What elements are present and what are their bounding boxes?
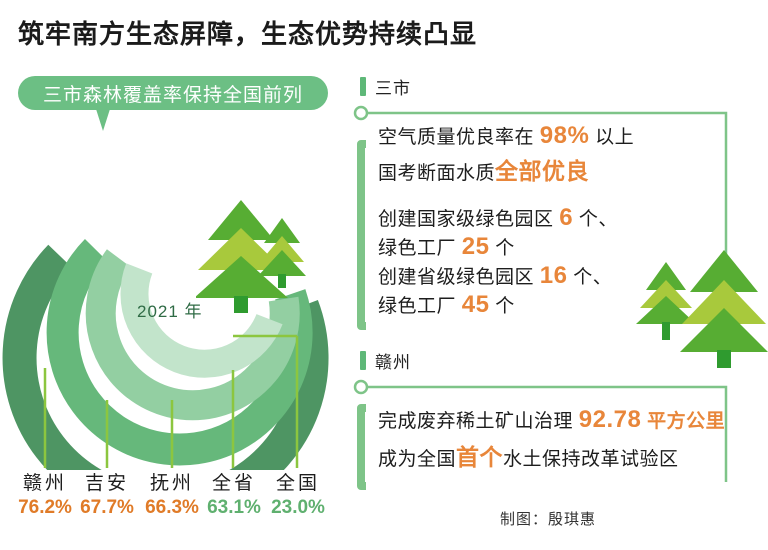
category-name-3: 全省 <box>211 473 256 494</box>
chart-category-2: 抚州 66.3% <box>139 473 205 520</box>
panel-line-province-park-value: 16 <box>539 262 568 289</box>
panel-line-province-park-a: 创建省级绿色园区 <box>378 267 540 288</box>
panel-line-mine: 完成废弃稀土矿山治理 92.78 平方公里 <box>378 406 725 435</box>
panel-line-first-value: 首个 <box>456 444 504 470</box>
section-bracket-ganzhou <box>352 378 752 498</box>
chart-badge-tail <box>96 109 110 131</box>
panel-line-national-factory-a: 绿色工厂 <box>378 238 462 259</box>
panel-line-air-value: 98% <box>539 122 590 149</box>
category-name-4: 全国 <box>275 473 320 494</box>
section-bracket-sanshi <box>352 104 752 344</box>
panel-line-air: 空气质量优良率在 98% 以上 <box>378 122 634 151</box>
page-title: 筑牢南方生态屏障，生态优势持续凸显 <box>18 20 478 49</box>
category-value-3: 63.1% <box>207 497 261 518</box>
arc-ganzhou <box>2 244 329 470</box>
panel-line-province-factory: 绿色工厂 45 个 <box>378 291 515 320</box>
panel-line-national-factory-b: 个 <box>489 238 515 259</box>
category-name-2: 抚州 <box>149 473 194 494</box>
panel-line-first-b: 水土保持改革试验区 <box>503 449 679 470</box>
chart-leader-lines <box>43 334 299 468</box>
category-value-0: 76.2% <box>18 497 72 518</box>
panel-line-water: 国考断面水质全部优良 <box>378 158 589 187</box>
panel-line-province-park-b: 个、 <box>567 267 613 288</box>
category-name-1: 吉安 <box>84 473 129 494</box>
panel-line-province-factory-a: 绿色工厂 <box>378 296 462 317</box>
panel-line-first-a: 成为全国 <box>378 449 457 470</box>
panel-line-water-value: 全部优良 <box>495 158 590 184</box>
section-bar-icon-2 <box>360 351 366 370</box>
panel-line-province-factory-value: 45 <box>461 291 490 318</box>
arc-province <box>120 263 283 378</box>
chart-category-4: 全国 23.0% <box>265 473 331 520</box>
panel-line-water-a: 国考断面水质 <box>378 163 496 184</box>
chart-category-1: 吉安 67.7% <box>74 473 140 520</box>
chart-year-label: 2021 年 <box>137 302 203 321</box>
section-title-sanshi: 三市 <box>375 79 411 98</box>
chart-category-3: 全省 63.1% <box>201 473 267 520</box>
category-value-2: 66.3% <box>145 497 199 518</box>
panel-line-province-factory-b: 个 <box>489 296 515 317</box>
category-value-4: 23.0% <box>271 497 325 518</box>
section-bar-icon <box>360 77 366 96</box>
radial-forest-coverage-chart <box>0 110 350 470</box>
credit-line: 制图：殷琪惠 <box>500 511 597 528</box>
tree-illustration-left <box>196 198 306 313</box>
section-header-sanshi: 三市 <box>360 74 411 99</box>
panel-line-air-a: 空气质量优良率在 <box>378 127 540 148</box>
panel-line-province-park: 创建省级绿色园区 16 个、 <box>378 262 612 291</box>
panel-line-national-park-b: 个、 <box>573 209 618 230</box>
section-title-ganzhou: 赣州 <box>375 353 411 372</box>
panel-line-national-park: 创建国家级绿色园区 6 个、 <box>378 204 618 233</box>
tree-illustration-right <box>628 250 768 368</box>
chart-badge-label: 三市森林覆盖率保持全国前列 <box>42 84 303 106</box>
panel-line-first: 成为全国首个水土保持改革试验区 <box>378 444 679 473</box>
panel-line-national-factory: 绿色工厂 25 个 <box>378 233 515 262</box>
chart-category-0: 赣州 76.2% <box>12 473 78 520</box>
panel-line-national-factory-value: 25 <box>461 233 490 260</box>
panel-line-national-park-value: 6 <box>559 204 574 231</box>
panel-line-mine-a: 完成废弃稀土矿山治理 <box>378 411 579 432</box>
panel-line-air-b: 以上 <box>589 127 635 148</box>
section-header-ganzhou: 赣州 <box>360 348 411 373</box>
arc-jian <box>46 239 313 466</box>
panel-line-mine-unit: 平方公里 <box>641 411 726 432</box>
panel-line-mine-value: 92.78 <box>578 406 642 433</box>
chart-badge: 三市森林覆盖率保持全国前列 <box>18 76 328 110</box>
chart-category-labels: 赣州 76.2% 吉安 67.7% 抚州 66.3% 全省 63.1% 全国 2… <box>0 473 350 533</box>
category-value-1: 67.7% <box>80 497 134 518</box>
arc-fuzhou <box>85 249 300 421</box>
category-name-0: 赣州 <box>22 473 67 494</box>
panel-line-national-park-a: 创建国家级绿色园区 <box>378 209 560 230</box>
